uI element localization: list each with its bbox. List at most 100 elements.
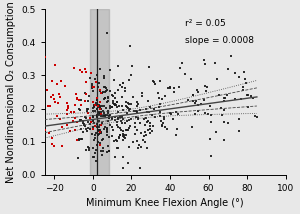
Point — [88, 128, 92, 131]
Point — [114, 147, 119, 150]
Point — [99, 123, 103, 126]
Point — [138, 109, 143, 112]
Point — [77, 68, 82, 72]
Point — [202, 84, 207, 88]
Text: slope = 0.0008: slope = 0.0008 — [185, 36, 254, 45]
Point — [136, 103, 140, 106]
Point — [135, 100, 140, 103]
Point — [119, 104, 124, 107]
Point — [93, 77, 98, 80]
Point — [94, 148, 98, 152]
Point — [50, 79, 55, 82]
Point — [120, 95, 125, 99]
Point — [254, 116, 259, 119]
Point — [94, 114, 99, 118]
Point — [139, 146, 144, 149]
Point — [242, 70, 246, 73]
Point — [127, 119, 131, 122]
Point — [108, 89, 113, 92]
Point — [135, 116, 140, 120]
Point — [83, 67, 88, 70]
Point — [92, 109, 97, 112]
Point — [137, 166, 142, 170]
Point — [51, 93, 56, 97]
Point — [104, 127, 109, 131]
Point — [116, 110, 121, 114]
Point — [84, 128, 88, 131]
Point — [194, 89, 199, 92]
Point — [240, 85, 245, 89]
Point — [121, 81, 125, 85]
Point — [45, 89, 50, 92]
Point — [95, 99, 100, 102]
Point — [107, 105, 112, 108]
Point — [121, 155, 125, 159]
Point — [206, 113, 211, 116]
Point — [98, 107, 103, 111]
Point — [97, 125, 102, 129]
Point — [141, 135, 146, 138]
Point — [107, 116, 112, 120]
Point — [168, 85, 172, 89]
Point — [81, 119, 85, 123]
Point — [104, 86, 109, 89]
Point — [221, 138, 226, 142]
Point — [52, 97, 56, 101]
Point — [74, 93, 78, 96]
Point — [139, 132, 143, 135]
Point — [104, 129, 109, 133]
Point — [99, 107, 104, 111]
Point — [111, 103, 116, 106]
Point — [45, 104, 50, 108]
Point — [131, 96, 136, 99]
Point — [96, 104, 101, 107]
Point — [84, 149, 89, 152]
Point — [168, 112, 173, 116]
Point — [190, 93, 195, 96]
Point — [76, 98, 81, 102]
Point — [245, 94, 250, 97]
Point — [91, 101, 95, 104]
Point — [120, 138, 125, 142]
Point — [189, 125, 194, 129]
Point — [94, 116, 99, 119]
Point — [52, 100, 57, 103]
Point — [106, 150, 111, 153]
Point — [104, 127, 109, 130]
Point — [93, 152, 98, 155]
Point — [96, 133, 101, 136]
Point — [237, 118, 242, 121]
Point — [142, 123, 147, 126]
Point — [60, 144, 65, 148]
Point — [209, 154, 214, 158]
Point — [199, 103, 204, 106]
Point — [106, 110, 110, 113]
Point — [105, 133, 110, 137]
Point — [50, 142, 55, 145]
Point — [49, 96, 54, 99]
Point — [103, 114, 108, 118]
Point — [85, 109, 89, 112]
Point — [106, 149, 111, 152]
Point — [52, 144, 57, 147]
Point — [163, 125, 167, 129]
Point — [78, 128, 83, 131]
Point — [221, 100, 226, 103]
Point — [76, 107, 81, 111]
Point — [160, 121, 165, 124]
Point — [243, 77, 248, 80]
Point — [135, 128, 140, 131]
Point — [100, 114, 105, 117]
Point — [127, 109, 132, 112]
Point — [91, 127, 95, 131]
Point — [113, 103, 118, 106]
Point — [105, 101, 110, 104]
Point — [196, 109, 200, 112]
Point — [65, 106, 70, 110]
Point — [91, 109, 96, 113]
Point — [98, 131, 102, 134]
Point — [129, 103, 134, 106]
Point — [58, 80, 63, 83]
Point — [68, 110, 73, 113]
Point — [127, 145, 132, 148]
